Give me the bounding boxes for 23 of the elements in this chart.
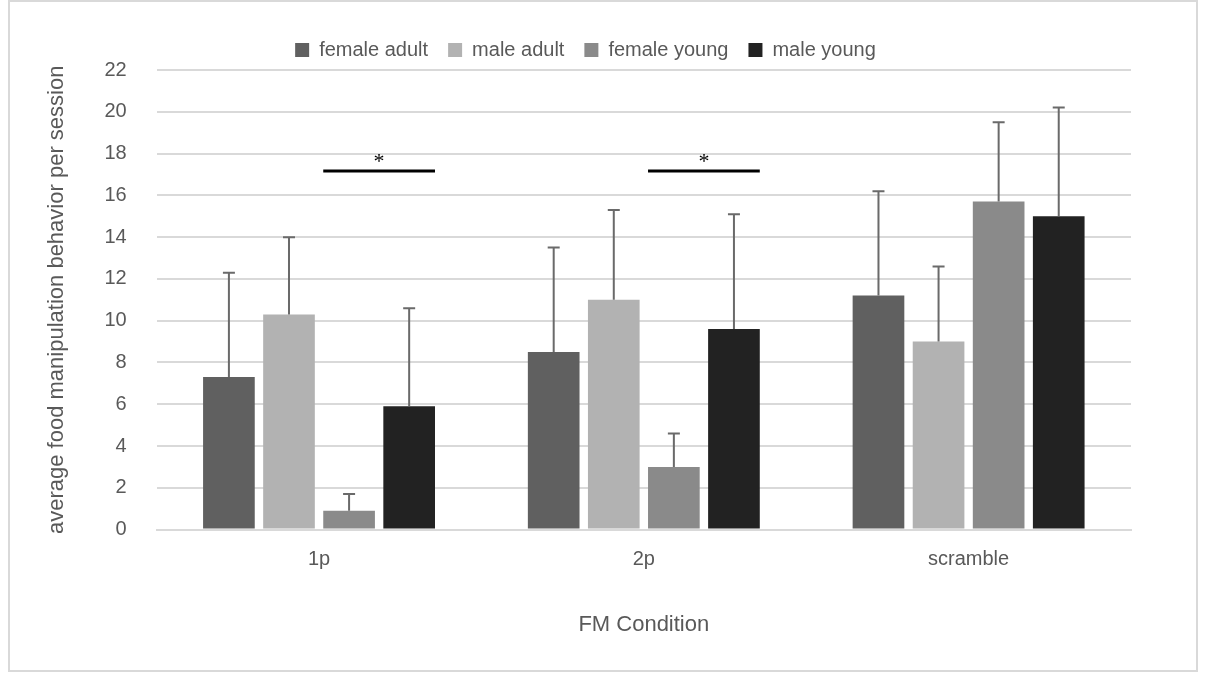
x-tick-label: 1p bbox=[307, 547, 331, 570]
x-tick-label: scramble bbox=[928, 547, 1010, 570]
y-tick-label: 2 bbox=[115, 475, 127, 498]
legend-label: female young bbox=[608, 37, 729, 60]
y-tick-label: 0 bbox=[115, 517, 127, 540]
y-tick-label: 20 bbox=[104, 99, 127, 122]
y-tick-label: 12 bbox=[104, 266, 127, 289]
y-axis-title: average food manipulation behavior per session bbox=[43, 65, 69, 535]
legend-label: male young bbox=[772, 37, 876, 60]
x-axis-title: FM Condition bbox=[578, 610, 710, 636]
y-tick-label: 18 bbox=[104, 141, 127, 164]
annotation: * bbox=[373, 147, 385, 173]
x-tick-label: 2p bbox=[632, 547, 655, 570]
legend-label: male adult bbox=[472, 37, 565, 60]
annotation: * bbox=[698, 147, 710, 173]
y-tick-label: 8 bbox=[115, 349, 127, 372]
y-tick-label: 4 bbox=[115, 433, 127, 456]
y-tick-label: 10 bbox=[104, 308, 127, 331]
y-tick-label: 14 bbox=[104, 224, 127, 247]
legend-label: female adult bbox=[319, 37, 429, 60]
y-tick-label: 22 bbox=[104, 57, 127, 80]
y-tick-label: 16 bbox=[104, 182, 127, 205]
y-tick-label: 6 bbox=[115, 391, 127, 414]
